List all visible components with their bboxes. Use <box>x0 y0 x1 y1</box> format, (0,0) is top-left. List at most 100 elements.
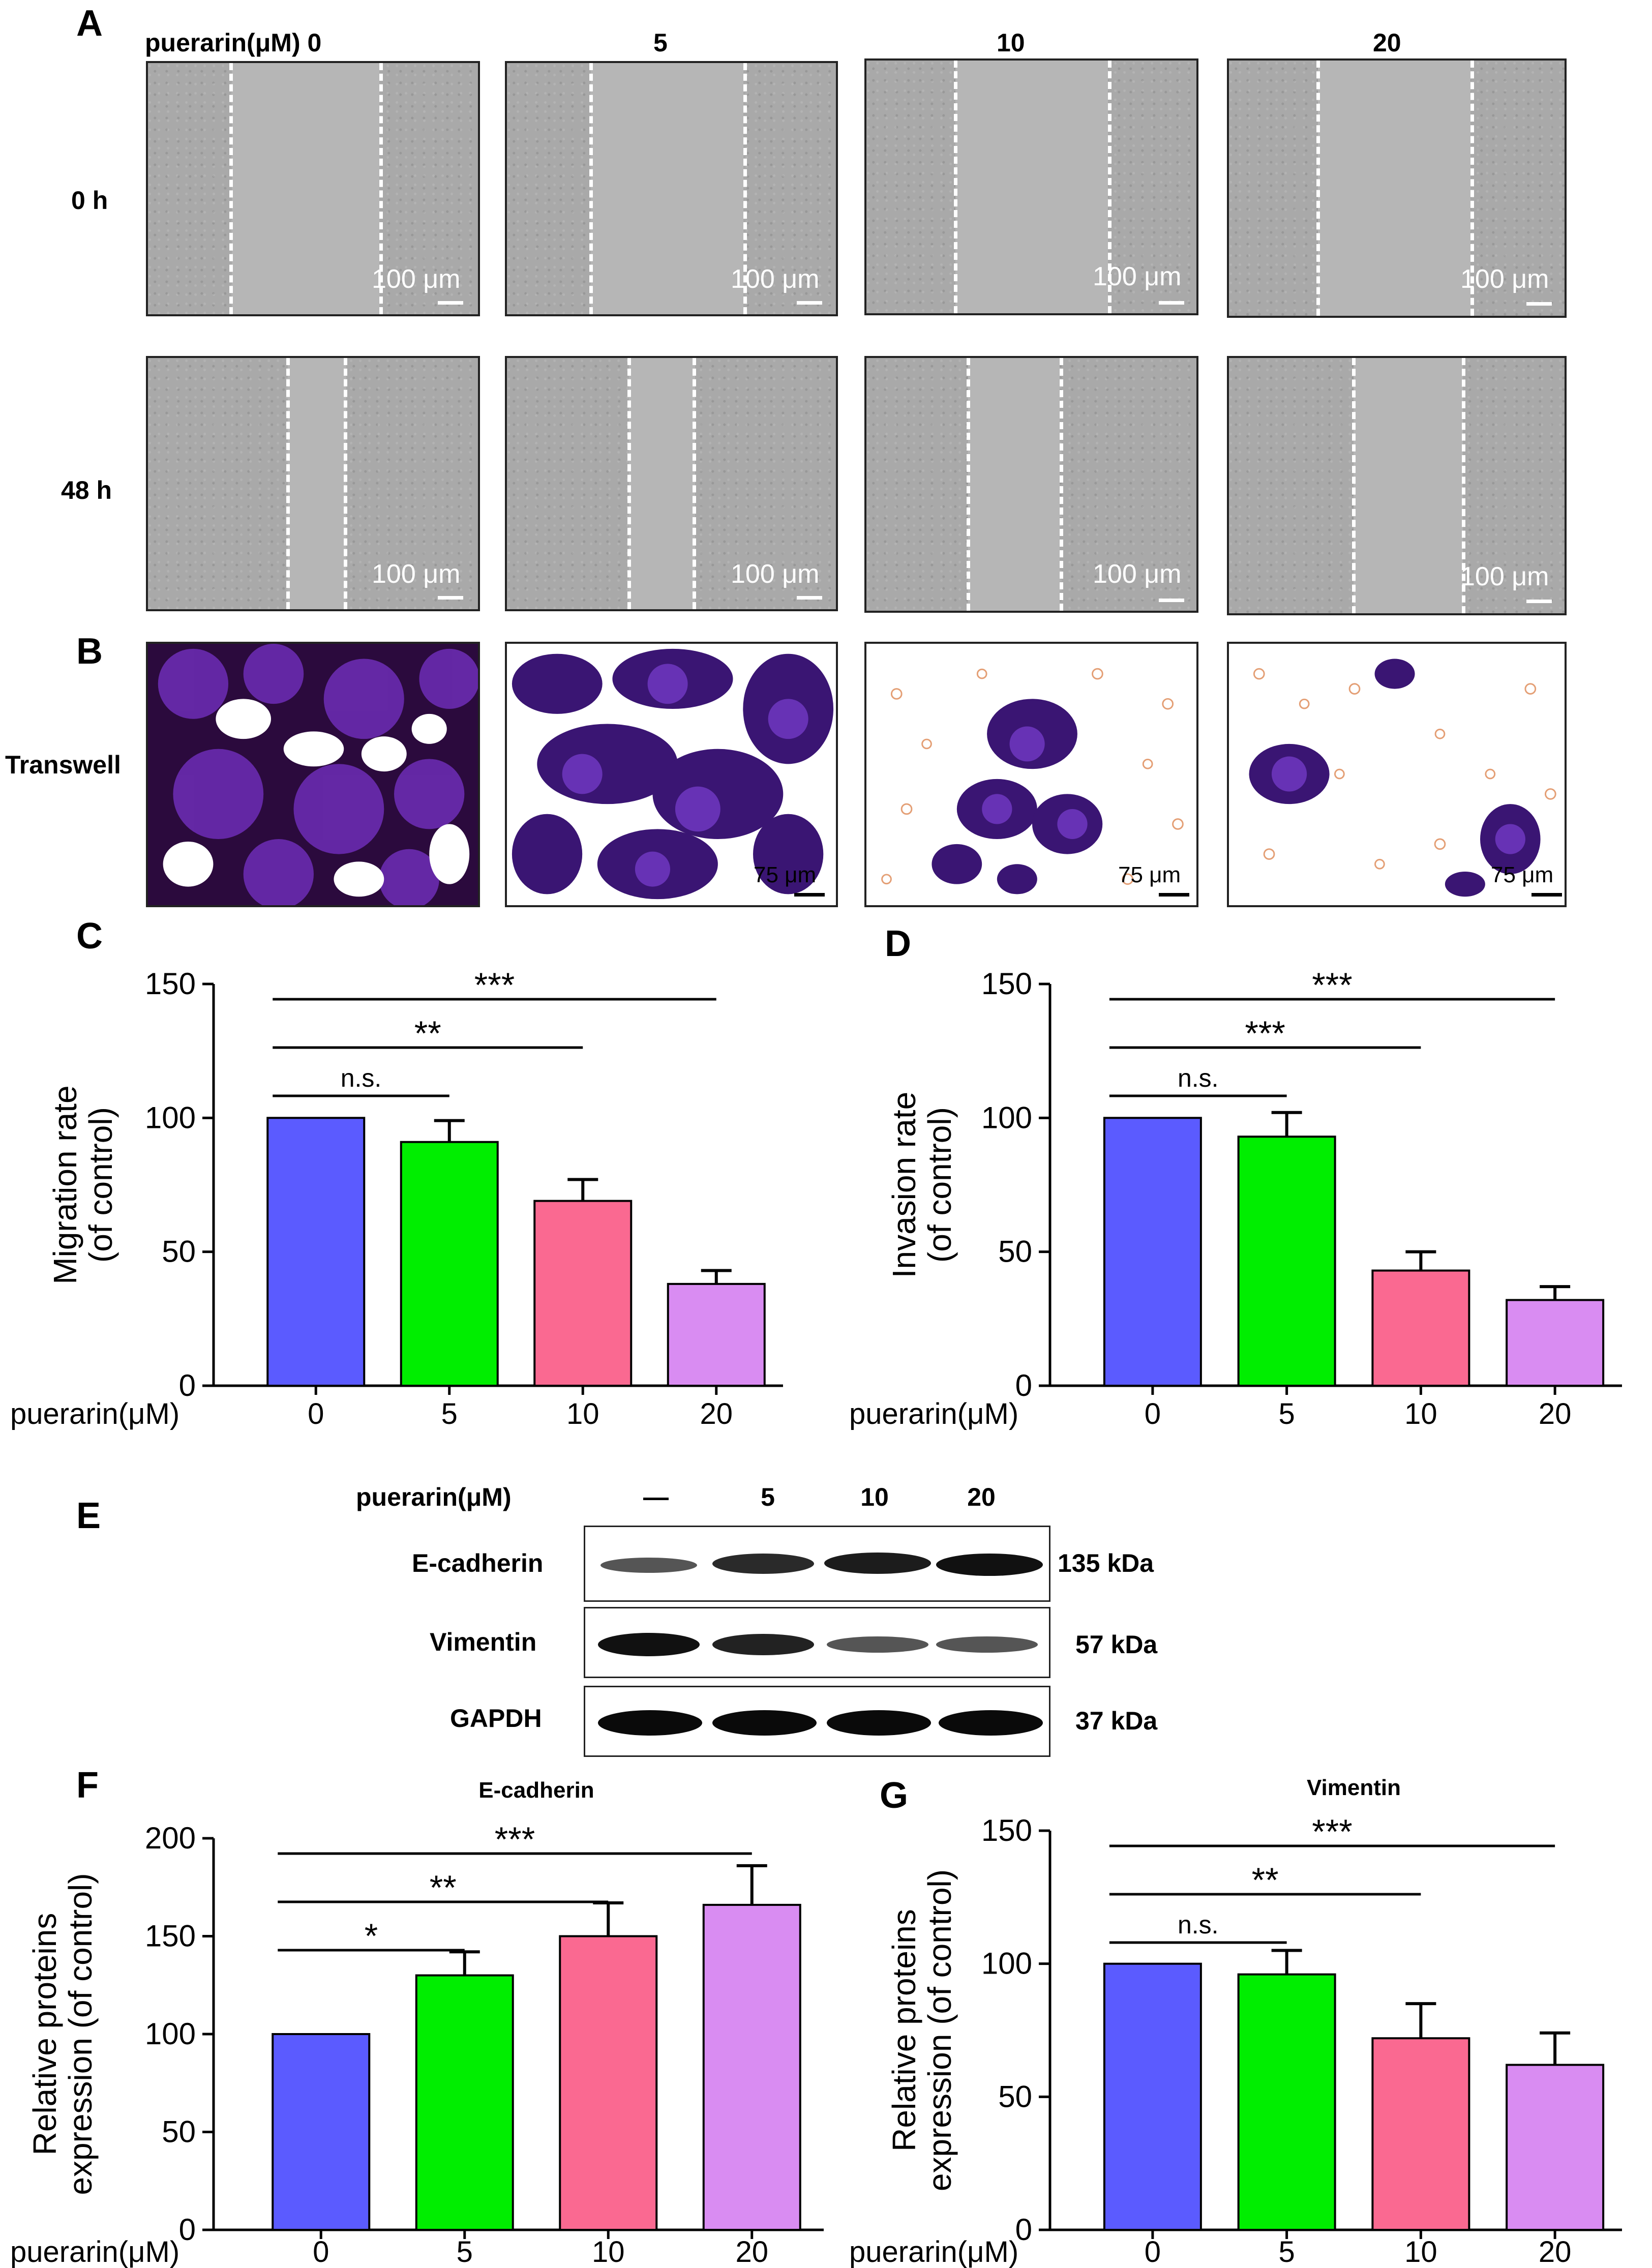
wound-edge-line <box>954 61 957 313</box>
bar <box>1506 2064 1605 2231</box>
wound-edge-line <box>743 63 747 314</box>
chart-title: Vimentin <box>1307 1775 1401 1800</box>
y-tick-label: 200 <box>145 1821 196 1855</box>
scale-bar-label: 75 μm <box>1118 862 1181 887</box>
wound-edge-line <box>379 63 383 314</box>
significance-label: *** <box>474 966 515 1004</box>
y-tick-label: 100 <box>981 1100 1032 1135</box>
x-tick-label: 5 <box>1278 2235 1295 2268</box>
y-tick-label: 150 <box>145 1919 196 1953</box>
wound-edge-line <box>967 358 970 611</box>
lane-label-20: 20 <box>967 1483 996 1511</box>
significance-label: n.s. <box>1178 1911 1219 1939</box>
bar <box>1237 1973 1336 2231</box>
wound-image-48h-20: 100 μm <box>1227 356 1567 615</box>
lane-label-10: 10 <box>860 1483 889 1511</box>
scale-bar-label: 75 μm <box>754 862 817 887</box>
bar <box>1103 1962 1202 2231</box>
transwell-image-20: 75 μm <box>1227 642 1567 907</box>
x-tick-label: 0 <box>1145 1397 1161 1430</box>
wound-edge-line <box>286 358 290 609</box>
x-tick-label: 5 <box>457 2235 473 2268</box>
y-tick-label: 0 <box>179 2213 196 2247</box>
scale-bar-label: 100 μm <box>731 264 820 294</box>
y-axis-label-line: (of control) <box>82 1107 119 1263</box>
panel-label-g: G <box>880 1775 909 1816</box>
significance-label: n.s. <box>1178 1064 1219 1092</box>
y-tick-label: 100 <box>981 1947 1032 1981</box>
wound-edge-line <box>1470 61 1474 316</box>
blot-strip-ecadherin <box>584 1526 1050 1602</box>
y-tick-label: 50 <box>162 2115 196 2149</box>
wound-edge-line <box>1352 358 1356 613</box>
blot-protein-label: GAPDH <box>450 1704 542 1733</box>
panel-label-a: A <box>76 3 103 44</box>
blot-strip-vimentin <box>584 1607 1050 1678</box>
significance-label: n.s. <box>341 1064 382 1092</box>
blot-size-label: 135 kDa <box>1058 1549 1154 1577</box>
x-axis-label: puerarin(μM) <box>849 2235 1018 2268</box>
transwell-image-0 <box>146 642 480 907</box>
wound-image-48h-5: 100 μm <box>505 356 838 611</box>
x-tick-label: 20 <box>700 1397 733 1430</box>
dose-label-20: 20 <box>1373 28 1401 57</box>
x-tick-label: 0 <box>1145 2235 1161 2268</box>
significance-label: *** <box>1312 966 1352 1004</box>
dose-label-0: 0 <box>307 28 322 57</box>
bar <box>559 1935 658 2231</box>
scale-bar-label: 100 μm <box>1093 559 1182 589</box>
wound-edge-line <box>627 358 631 609</box>
scale-bar-label: 100 μm <box>1093 262 1182 291</box>
x-axis-label: puerarin(μM) <box>849 1397 1018 1430</box>
wound-edge-line <box>1060 358 1063 611</box>
y-axis-label-line: expression (of control) <box>62 1873 99 2195</box>
x-tick-label: 10 <box>1404 2235 1437 2268</box>
significance-label: *** <box>1312 1812 1352 1851</box>
chart-invasion-rate: 0 50 100 150 Invasion rate(of control) puerar… <box>849 966 1622 1430</box>
y-axis-label-line: Migration rate <box>47 1085 83 1284</box>
wound-image-0h-20: 100 μm <box>1227 58 1567 318</box>
scale-bar-label: 100 μm <box>372 559 461 589</box>
significance-label: ** <box>414 1014 441 1053</box>
panel-label-b: B <box>76 631 103 672</box>
scale-bar-label: 100 μm <box>1460 562 1549 591</box>
scale-bar <box>1531 893 1562 897</box>
wound-image-48h-0: 100 μm <box>146 356 480 611</box>
blot-size-label: 57 kDa <box>1075 1630 1158 1659</box>
significance-label: ** <box>430 1868 457 1907</box>
row-label-0h: 0 h <box>71 186 108 215</box>
x-tick-label: 10 <box>1404 1397 1437 1430</box>
bar <box>1237 1136 1336 1387</box>
y-tick-label: 100 <box>145 2017 196 2051</box>
y-axis-label-line: Relative proteins <box>886 1909 922 2152</box>
x-tick-label: 20 <box>1539 1397 1572 1430</box>
dose-prefix-text: puerarin(μM) <box>145 28 301 57</box>
dose-prefix-label: puerarin(μM) 0 <box>145 28 321 57</box>
bar <box>1103 1117 1202 1387</box>
wound-image-48h-10: 100 μm <box>864 356 1198 613</box>
wound-image-0h-0: 100 μm <box>146 61 480 316</box>
wound-edge-line <box>1108 61 1112 313</box>
bar <box>415 1974 514 2231</box>
bar <box>400 1141 499 1387</box>
x-tick-label: 20 <box>735 2235 768 2268</box>
scale-bar <box>438 301 463 305</box>
transwell-image-5: 75 μm <box>505 642 838 907</box>
scale-bar <box>1159 893 1189 897</box>
bar <box>1371 2037 1470 2231</box>
scale-bar-label: 75 μm <box>1491 862 1554 887</box>
significance-label: ** <box>1252 1861 1279 1899</box>
blot-protein-label: Vimentin <box>430 1628 537 1656</box>
dose-label-5: 5 <box>653 28 668 57</box>
transwell-image-10: 75 μm <box>864 642 1198 907</box>
x-axis-label: puerarin(μM) <box>10 2235 179 2268</box>
y-tick-label: 50 <box>998 1235 1032 1269</box>
scale-bar-label: 100 μm <box>372 264 461 294</box>
wound-edge-line <box>1316 61 1320 316</box>
y-tick-label: 150 <box>145 967 196 1001</box>
y-tick-label: 150 <box>981 967 1032 1001</box>
y-axis-label: Invasion rate(of control) <box>886 1092 958 1278</box>
